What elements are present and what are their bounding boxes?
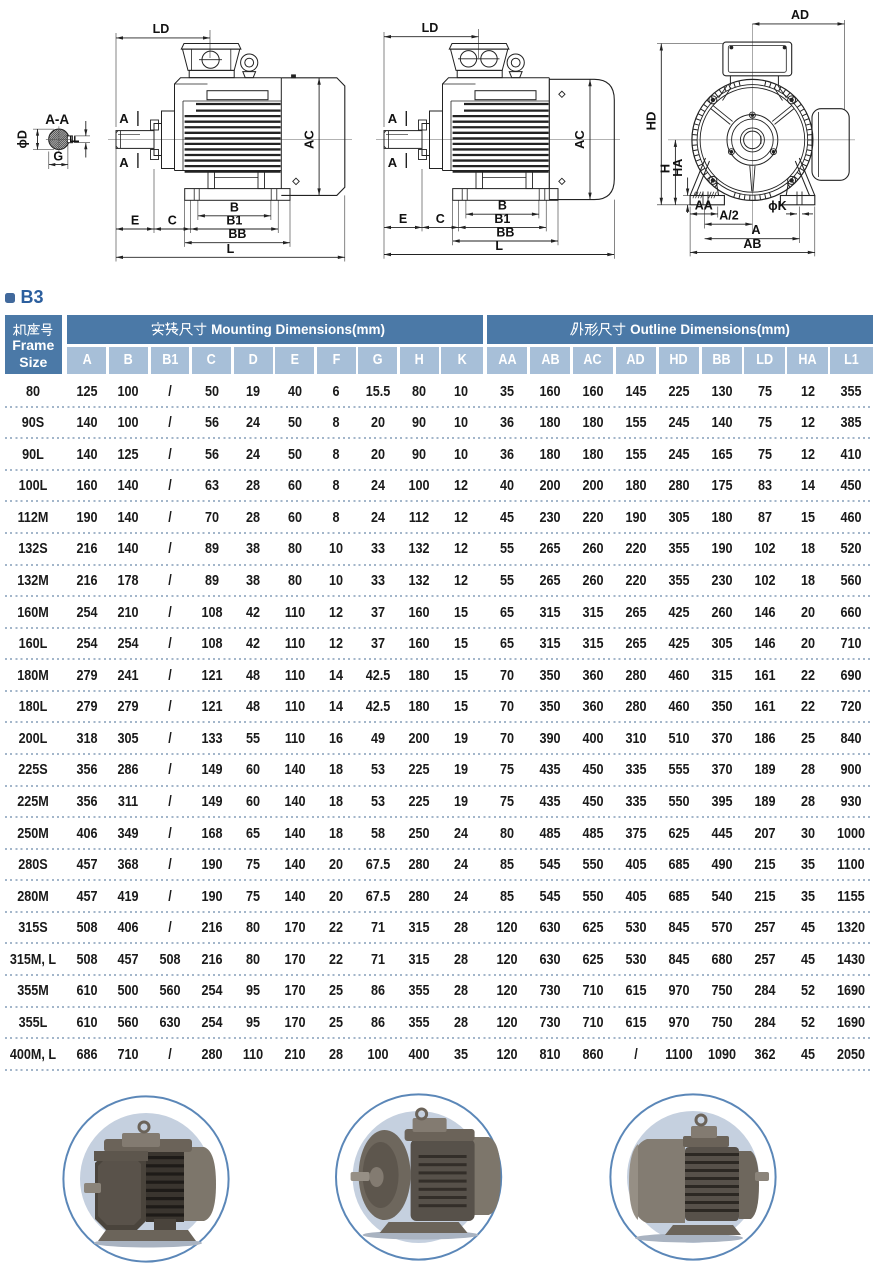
svg-text:LD: LD <box>422 21 439 35</box>
svg-text:AC: AC <box>572 130 587 149</box>
svg-text:ϕD: ϕD <box>16 130 30 148</box>
svg-text:A: A <box>751 223 760 237</box>
svg-text:A: A <box>119 155 129 170</box>
svg-text:BB: BB <box>496 226 514 240</box>
svg-text:A: A <box>119 111 129 126</box>
svg-text:B1: B1 <box>494 212 510 226</box>
svg-text:H: H <box>658 164 673 173</box>
svg-text:G: G <box>53 150 63 164</box>
svg-text:AD: AD <box>791 8 809 22</box>
svg-text:A: A <box>388 155 398 170</box>
svg-text:HD: HD <box>644 112 659 131</box>
svg-text:HA: HA <box>671 159 685 177</box>
svg-text:AB: AB <box>743 237 761 251</box>
svg-text:L: L <box>495 239 503 253</box>
svg-text:ϕK: ϕK <box>768 199 786 213</box>
svg-text:AA: AA <box>695 199 713 213</box>
svg-text:LD: LD <box>153 22 170 36</box>
svg-text:C: C <box>436 212 445 226</box>
svg-text:L: L <box>227 242 235 256</box>
svg-text:A: A <box>388 111 398 126</box>
svg-text:F: F <box>68 135 82 143</box>
svg-text:E: E <box>399 212 407 226</box>
svg-text:E: E <box>131 214 139 228</box>
svg-text:C: C <box>168 214 177 228</box>
svg-text:A-A: A-A <box>45 112 69 127</box>
svg-text:B1: B1 <box>226 214 242 228</box>
svg-text:B: B <box>498 199 507 213</box>
svg-text:A/2: A/2 <box>719 209 739 223</box>
svg-text:AC: AC <box>302 130 317 149</box>
svg-text:BB: BB <box>228 227 246 241</box>
svg-text:B: B <box>230 200 239 214</box>
